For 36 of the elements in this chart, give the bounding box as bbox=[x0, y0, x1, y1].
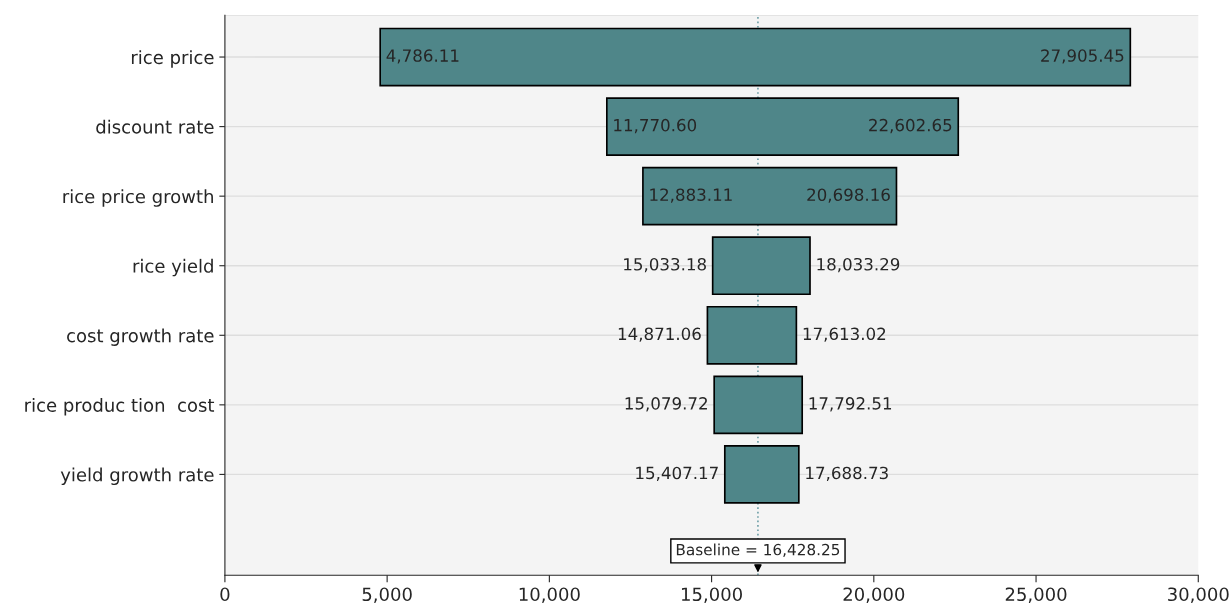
bar bbox=[706, 305, 798, 365]
annotation: 17,613.02 bbox=[803, 327, 886, 342]
annotation: 17,688.73 bbox=[806, 466, 888, 481]
x-tick-label: 0 bbox=[220, 587, 230, 602]
annotation: 15,033.18 bbox=[624, 257, 706, 273]
x-tick-label: 10,000 bbox=[519, 587, 580, 603]
annotation: 14,871.06 bbox=[618, 327, 701, 342]
y-tick-label: rice price growth bbox=[63, 189, 213, 207]
annotation: 22,602.65 bbox=[869, 118, 952, 134]
annotation: 15,079.72 bbox=[625, 397, 707, 412]
annotation: 4,786.11 bbox=[386, 49, 459, 64]
x-tick-label: 15,000 bbox=[681, 587, 742, 603]
y-tick-label: discount rate bbox=[96, 119, 214, 134]
bar bbox=[605, 97, 960, 156]
bar bbox=[642, 166, 898, 226]
x-tick-label: 30,000 bbox=[1168, 587, 1229, 603]
y-tick-label: rice price bbox=[131, 50, 214, 68]
bar bbox=[711, 236, 811, 296]
annotation: 17,792.51 bbox=[809, 397, 892, 412]
y-tick-label: cost growth rate bbox=[67, 328, 214, 346]
x-tick-label: 25,000 bbox=[1005, 587, 1067, 603]
annotation: 11,770.60 bbox=[614, 118, 697, 134]
annotation: 12,883.11 bbox=[650, 188, 732, 203]
bar bbox=[723, 445, 800, 504]
y-tick-label: rice produc tion cost bbox=[25, 397, 215, 416]
y-tick-label: rice yield bbox=[133, 258, 213, 277]
x-tick-label: 20,000 bbox=[843, 587, 905, 603]
ref-line-label: Baseline = 16,428.25 bbox=[676, 543, 840, 557]
annotation: 27,905.45 bbox=[1041, 49, 1124, 64]
annotation: 18,033.29 bbox=[817, 257, 900, 273]
bar bbox=[379, 27, 1132, 87]
bar bbox=[713, 375, 804, 435]
annotation: 15,407.17 bbox=[636, 466, 718, 481]
y-tick-label: yield growth rate bbox=[60, 467, 214, 486]
annotation: 20,698.16 bbox=[807, 188, 890, 203]
x-tick-label: 5,000 bbox=[362, 587, 412, 603]
